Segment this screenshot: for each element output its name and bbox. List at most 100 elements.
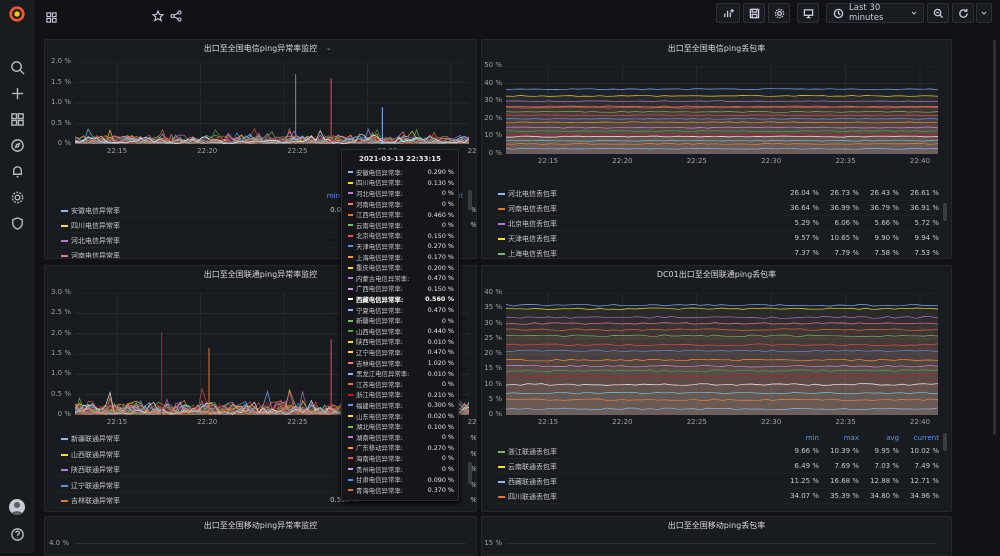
series-line[interactable]	[506, 374, 938, 378]
chart-plot-area[interactable]	[75, 62, 469, 144]
legend-item[interactable]: 上海电信丢包率 7.37 % 7.79 % 7.58 % 7.53 %	[494, 247, 939, 258]
tooltip-swatch	[348, 457, 353, 460]
user-avatar[interactable]	[9, 499, 25, 515]
series-line[interactable]	[506, 143, 938, 145]
series-line[interactable]	[506, 110, 938, 113]
page-scrollbar[interactable]	[993, 40, 996, 435]
series-line[interactable]	[506, 334, 938, 337]
legend-header-current[interactable]: current	[913, 434, 939, 442]
shield-icon[interactable]	[9, 215, 25, 231]
panel-title[interactable]: 出口至全国电信ping异常率监控	[203, 44, 318, 53]
star-icon[interactable]	[151, 7, 165, 22]
series-line[interactable]	[506, 322, 938, 325]
series-line[interactable]	[506, 391, 938, 395]
series-line[interactable]	[506, 369, 938, 372]
series-line[interactable]	[506, 117, 938, 120]
legend-item[interactable]: 河南电信异常率	[57, 249, 461, 258]
legend-scrollbar[interactable]	[468, 462, 472, 484]
legend-item[interactable]: 河北电信丢包率 26.04 % 26.73 % 26.43 % 26.61 %	[494, 187, 939, 201]
series-line[interactable]	[506, 114, 938, 117]
legend-item[interactable]: 四川联通丢包率 34.07 % 35.39 % 34.80 % 34.96 %	[494, 490, 939, 504]
series-line[interactable]	[506, 139, 938, 142]
legend-scrollbar[interactable]	[468, 190, 472, 210]
series-line[interactable]	[506, 130, 938, 132]
legend-item[interactable]: 北京电信丢包率 5.29 % 6.06 % 5.66 % 5.72 %	[494, 217, 939, 231]
zoom-out-button[interactable]	[927, 3, 949, 23]
series-line[interactable]	[75, 128, 469, 144]
refresh-interval-dropdown[interactable]	[976, 3, 992, 23]
series-line[interactable]	[506, 95, 938, 97]
legend-header-min[interactable]: min	[805, 434, 819, 442]
panel-title[interactable]: 出口至全国移动ping异常率监控	[203, 521, 318, 530]
explore-compass-icon[interactable]	[9, 137, 25, 153]
legend-scrollbar[interactable]	[943, 203, 947, 221]
legend-item[interactable]: 云南联通丢包率 6.49 % 7.69 % 7.03 % 7.49 %	[494, 460, 939, 474]
panel-title[interactable]: 出口至全国移动ping丢包率	[667, 521, 766, 530]
legend-max: 16.68 %	[830, 477, 859, 485]
series-line[interactable]	[506, 358, 938, 362]
series-line[interactable]	[506, 349, 938, 353]
alerting-bell-icon[interactable]	[9, 163, 25, 179]
legend-item[interactable]: 天津电信丢包率 9.57 % 10.65 % 9.90 % 9.94 %	[494, 232, 939, 246]
tooltip-row: 安徽电信异常率: 0.290 %	[348, 167, 454, 178]
series-line[interactable]	[506, 303, 938, 307]
series-line[interactable]	[506, 88, 938, 91]
series-line[interactable]	[506, 328, 938, 331]
series-line[interactable]	[506, 106, 938, 109]
series-line[interactable]	[506, 407, 938, 411]
chart-plot-area[interactable]	[506, 66, 938, 154]
configuration-gear-icon[interactable]	[9, 189, 25, 205]
y-axis-tick: 1.0 %	[50, 98, 71, 106]
series-line[interactable]	[75, 129, 469, 144]
legend-item[interactable]: 西藏联通丢包率 11.25 % 16.68 % 12.88 % 12.71 %	[494, 475, 939, 489]
add-panel-button[interactable]	[716, 3, 740, 23]
legend-item[interactable]: 浙江联通丢包率 9.66 % 10.39 % 9.95 % 10.02 %	[494, 445, 939, 459]
series-area	[506, 383, 938, 415]
legend-scrollbar[interactable]	[943, 433, 947, 451]
tooltip-swatch	[348, 298, 353, 301]
series-line[interactable]	[506, 100, 938, 103]
legend-header-avg[interactable]: avg	[886, 434, 899, 442]
series-line[interactable]	[506, 135, 938, 138]
search-icon[interactable]	[9, 59, 25, 75]
series-line[interactable]	[506, 364, 938, 368]
legend-series-name: 四川电信异常率	[71, 222, 120, 230]
legend-header-max[interactable]: max	[843, 434, 859, 442]
panel-title[interactable]: DC01出口至全国联通ping丢包率	[656, 270, 777, 279]
chart-plot-area[interactable]	[506, 293, 938, 415]
help-icon[interactable]	[9, 526, 25, 542]
legend-avg: 7.58 %	[874, 249, 899, 257]
panel-title[interactable]: 出口至全国电信ping丢包率	[667, 44, 766, 53]
series-line[interactable]	[506, 316, 938, 319]
refresh-button[interactable]	[952, 3, 974, 23]
dashboard-settings-button[interactable]	[768, 3, 790, 23]
series-line[interactable]	[506, 126, 938, 129]
series-line[interactable]	[75, 128, 469, 144]
legend-item[interactable]: 河南电信丢包率 36.64 % 36.99 % 36.79 % 36.91 %	[494, 202, 939, 216]
series-line[interactable]	[506, 383, 938, 386]
chevron-down-icon[interactable]: ⌄	[326, 44, 332, 52]
series-line[interactable]	[506, 147, 938, 150]
series-line[interactable]	[506, 121, 938, 124]
legend-avg: 36.79 %	[870, 204, 899, 212]
time-range-picker[interactable]: Last 30 minutes	[826, 3, 924, 23]
cycle-view-mode-button[interactable]	[797, 3, 819, 23]
dashboard-grid-icon[interactable]	[46, 8, 57, 23]
tooltip-series-value: 0 %	[441, 200, 454, 209]
series-line[interactable]	[506, 398, 938, 402]
chevron-down-icon	[910, 9, 918, 17]
series-line[interactable]	[506, 133, 938, 136]
series-line[interactable]	[506, 307, 938, 311]
plus-icon[interactable]	[9, 85, 25, 101]
panel-title[interactable]: 出口至全国联通ping异常率监控	[203, 270, 318, 279]
series-line[interactable]	[75, 134, 469, 144]
save-dashboard-button[interactable]	[743, 3, 765, 23]
legend-header-current[interactable]: nt	[455, 192, 463, 200]
series-area	[506, 121, 938, 154]
dashboards-icon[interactable]	[9, 111, 25, 127]
share-icon[interactable]	[170, 7, 182, 22]
legend-header-min[interactable]: min	[326, 192, 340, 200]
y-axis-tick: 10 %	[484, 131, 502, 140]
grafana-logo[interactable]	[8, 5, 26, 23]
series-line[interactable]	[506, 343, 938, 346]
